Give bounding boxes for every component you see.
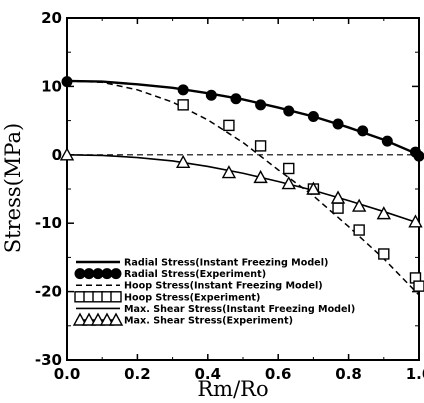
- data-point-hoop-stress-experiment: [353, 224, 365, 236]
- data-point-hoop-stress-experiment: [177, 99, 189, 111]
- y-tick-label: 0: [52, 146, 62, 164]
- data-point-radial-stress-experiment: [332, 118, 344, 130]
- data-point-max-shear-stress-experiment: [281, 176, 296, 190]
- data-point-radial-stress-experiment: [177, 84, 189, 96]
- y-tick-label: 10: [41, 77, 62, 95]
- data-point-max-shear-stress-experiment: [175, 154, 191, 169]
- legend-label-1: Radial Stress(Experiment): [124, 269, 266, 280]
- legend-label-3: Hoop Stress(Experiment): [124, 292, 260, 303]
- data-point-hoop-stress-experiment: [223, 119, 235, 132]
- x-tick-label: 1.0: [406, 365, 424, 383]
- data-point-radial-stress-experiment: [61, 76, 73, 88]
- y-tick-label: 20: [41, 9, 62, 27]
- legend-label-4: Max. Shear Stress(Instant Freezing Model…: [124, 304, 355, 315]
- data-point-radial-stress-experiment: [283, 105, 295, 117]
- legend-marker-5: [72, 312, 88, 326]
- y-axis-title: Stress(MPa): [1, 123, 25, 253]
- x-tick-label: 0.8: [335, 365, 362, 383]
- series-line-hoop-stress-instant-freezing-model: [66, 80, 420, 296]
- legend-marker-5: [99, 312, 115, 326]
- legend-marker-3: [110, 291, 122, 303]
- series-markers: [59, 76, 424, 292]
- data-point-max-shear-stress-experiment: [253, 169, 268, 184]
- data-point-hoop-stress-experiment: [283, 162, 295, 175]
- data-point-max-shear-stress-experiment: [408, 214, 423, 228]
- data-point-radial-stress-experiment: [381, 135, 393, 147]
- x-tick-label: 0.6: [265, 365, 292, 383]
- x-tick-label: 0.2: [124, 365, 151, 383]
- axes: 0.0 0.2 0.4 0.6 0.8 1.0 20 10 0 -10 -20 -30: [35, 9, 424, 383]
- data-point-max-shear-stress-experiment: [306, 181, 321, 195]
- legend: Radial Stress(Instant Freezing Model)Rad…: [72, 258, 355, 327]
- data-point-hoop-stress-experiment: [254, 140, 267, 152]
- data-point-max-shear-stress-experiment: [59, 147, 75, 161]
- x-tick-label: 0.0: [54, 365, 81, 383]
- legend-label-5: Max. Shear Stress(Experiment): [124, 316, 293, 327]
- data-point-hoop-stress-experiment: [413, 280, 424, 292]
- legend-label-0: Radial Stress(Instant Freezing Model): [124, 258, 328, 269]
- data-point-max-shear-stress-experiment: [376, 206, 391, 220]
- x-tick-label: 0.4: [195, 365, 222, 383]
- data-point-max-shear-stress-experiment: [351, 198, 367, 212]
- legend-marker-1: [110, 268, 122, 280]
- series-line-max-shear-stress-instant-freezing-model: [66, 154, 420, 224]
- data-point-radial-stress-experiment: [357, 125, 369, 137]
- legend-label-2: Hoop Stress(Instant Freezing Model): [124, 281, 323, 292]
- data-point-radial-stress-experiment: [307, 110, 319, 122]
- y-tick-label: -20: [35, 283, 62, 301]
- data-point-radial-stress-experiment: [230, 93, 242, 105]
- data-point-radial-stress-experiment: [205, 89, 217, 101]
- data-point-radial-stress-experiment: [413, 150, 424, 162]
- legend-marker-5: [108, 312, 124, 326]
- data-point-hoop-stress-experiment: [332, 202, 344, 214]
- legend-marker-5: [81, 312, 97, 326]
- legend-marker-5: [90, 312, 106, 326]
- data-point-max-shear-stress-experiment: [221, 165, 237, 179]
- series-line-radial-stress-instant-freezing-model: [66, 79, 420, 156]
- data-point-max-shear-stress-experiment: [330, 190, 346, 204]
- data-point-radial-stress-experiment: [255, 99, 267, 111]
- x-axis-title: Rm/Ro: [197, 377, 268, 401]
- data-point-hoop-stress-experiment: [378, 248, 390, 260]
- y-tick-label: -30: [35, 351, 62, 369]
- y-tick-label: -10: [35, 214, 62, 232]
